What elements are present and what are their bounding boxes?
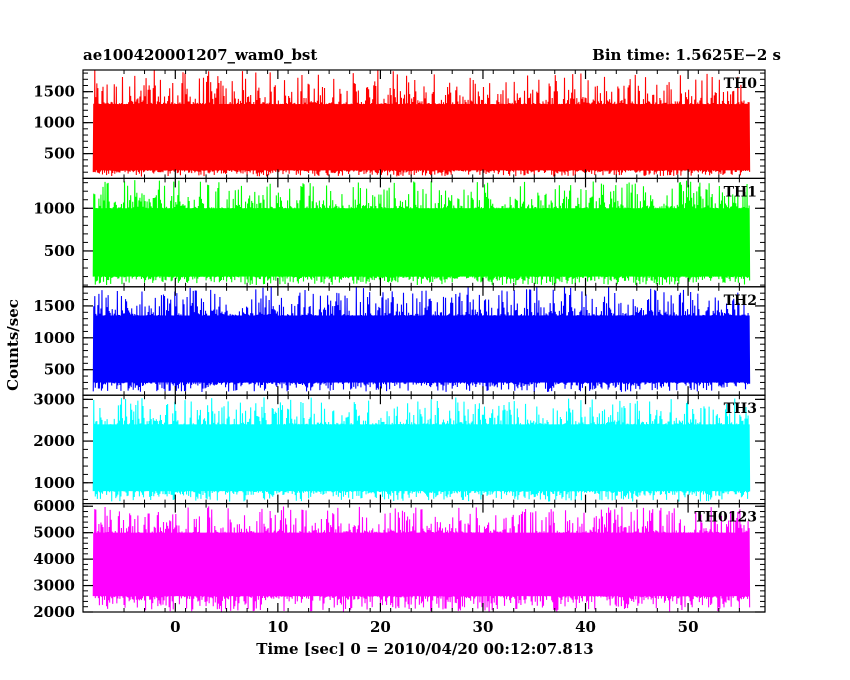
panel-label-th1: TH1 <box>724 184 757 200</box>
x-axis-label: Time [sec] 0 = 2010/04/20 00:12:07.813 <box>256 640 593 658</box>
x-tick-label: 20 <box>370 618 391 636</box>
y-tick-label: 1500 <box>33 297 75 315</box>
panel-label-th2: TH2 <box>724 293 757 309</box>
x-tick-label: 40 <box>575 618 596 636</box>
series-line-th1 <box>92 180 751 286</box>
y-tick-label: 4000 <box>33 550 75 568</box>
y-tick-label: 3000 <box>33 390 75 408</box>
series-line-th2 <box>92 287 751 393</box>
y-tick-label: 5000 <box>33 524 75 542</box>
y-tick-label: 1000 <box>33 199 75 217</box>
y-tick-label: 500 <box>44 361 75 379</box>
x-tick-label: 10 <box>267 618 288 636</box>
panel-th0123: 2000 3000 4000 5000 6000 TH0123 <box>33 497 766 621</box>
y-tick-label: 3000 <box>33 577 75 595</box>
y-tick-label: 1000 <box>33 114 75 132</box>
y-tick-label: 500 <box>44 242 75 260</box>
y-tick-label: 2000 <box>33 432 75 450</box>
chart-title: ae100420001207_wam0_bst <box>83 46 317 64</box>
y-tick-label: 6000 <box>33 497 75 515</box>
panel-th3: 1000 2000 3000 TH3 <box>33 390 766 505</box>
x-tick-label: 0 <box>170 618 180 636</box>
panel-th0: 500 1000 1500 TH0 <box>33 69 766 180</box>
series-line-th0 <box>92 70 751 177</box>
panel-frame <box>82 503 766 613</box>
x-tick-label: 50 <box>678 618 699 636</box>
panel-label-th0: TH0 <box>724 76 758 92</box>
y-tick-label: 1000 <box>33 329 75 347</box>
y-tick-label: 500 <box>44 145 75 163</box>
y-tick-label: 1500 <box>33 83 75 101</box>
y-axis-label: Counts/sec <box>4 299 22 391</box>
x-tick-label: 30 <box>473 618 494 636</box>
bin-time-label: Bin time: 1.5625E−2 s <box>592 46 781 64</box>
series-line-th0123 <box>92 506 751 612</box>
panel-th1: 500 1000 TH1 <box>33 177 766 288</box>
y-tick-label: 1000 <box>33 474 75 492</box>
series-line-th3 <box>92 397 751 502</box>
y-tick-label: 2000 <box>33 603 75 621</box>
panel-label-th3: TH3 <box>724 401 757 417</box>
panel-label-th0123: TH0123 <box>694 510 757 526</box>
panel-th2: 500 1000 1500 TH2 <box>33 286 766 396</box>
